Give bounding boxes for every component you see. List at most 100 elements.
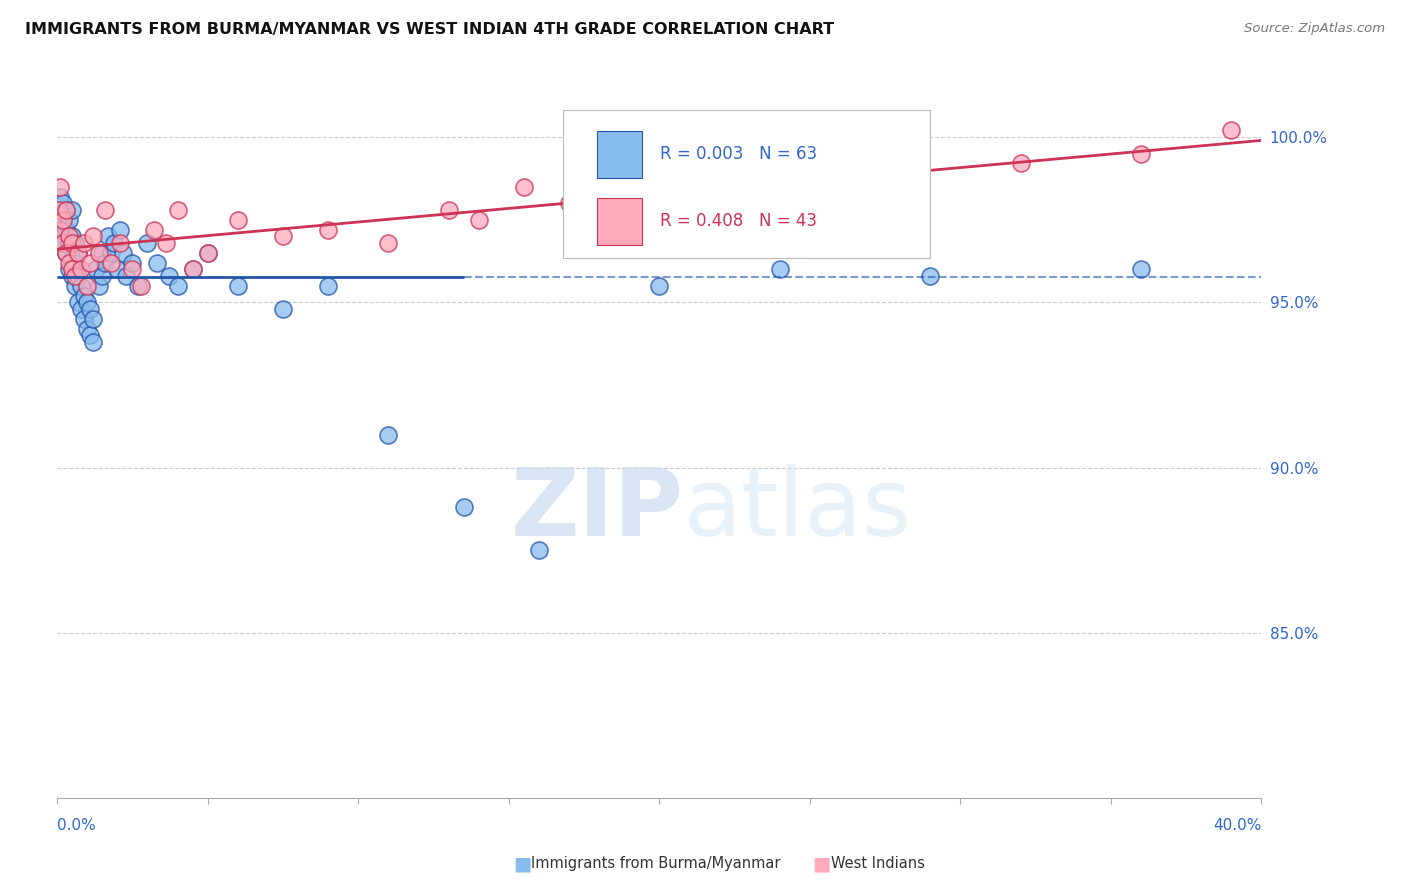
Point xyxy=(73,289,96,303)
Point xyxy=(769,179,792,194)
Point xyxy=(97,229,120,244)
Point xyxy=(58,212,80,227)
Point xyxy=(94,255,117,269)
Bar xyxy=(596,198,643,244)
Point xyxy=(52,212,75,227)
Point xyxy=(91,268,114,283)
Point xyxy=(889,163,911,178)
Point xyxy=(67,245,90,260)
Point xyxy=(131,278,153,293)
Point xyxy=(60,229,83,244)
Point xyxy=(49,222,72,236)
Point xyxy=(226,278,249,293)
Point xyxy=(55,245,77,260)
Point xyxy=(89,278,111,293)
Text: ■: ■ xyxy=(513,854,531,873)
Point xyxy=(48,222,70,236)
Point xyxy=(197,245,219,260)
Point xyxy=(82,334,104,349)
Point xyxy=(181,262,204,277)
Point xyxy=(67,245,90,260)
Text: R = 0.408   N = 43: R = 0.408 N = 43 xyxy=(661,212,817,230)
Point xyxy=(70,301,93,316)
Point xyxy=(58,262,80,277)
Point xyxy=(65,255,87,269)
Point xyxy=(316,222,339,236)
Text: ZIP: ZIP xyxy=(510,464,683,556)
Point xyxy=(49,202,72,217)
Text: 0.0%: 0.0% xyxy=(58,818,96,833)
Point xyxy=(316,278,339,293)
Point xyxy=(121,262,143,277)
Text: Source: ZipAtlas.com: Source: ZipAtlas.com xyxy=(1244,22,1385,36)
Point xyxy=(60,202,83,217)
Point xyxy=(467,212,489,227)
Point xyxy=(67,295,90,310)
Point xyxy=(65,268,87,283)
Point xyxy=(52,235,75,250)
Point xyxy=(60,262,83,277)
Point xyxy=(76,295,98,310)
Point xyxy=(513,179,536,194)
Text: 40.0%: 40.0% xyxy=(1213,818,1261,833)
Point xyxy=(1220,123,1243,137)
Point xyxy=(89,245,111,260)
Point xyxy=(181,262,204,277)
Point xyxy=(65,235,87,250)
Point xyxy=(527,543,550,558)
Point xyxy=(79,301,101,316)
Bar xyxy=(596,131,643,178)
Point xyxy=(115,268,138,283)
Point xyxy=(920,268,942,283)
Point xyxy=(48,202,70,217)
Point xyxy=(142,222,165,236)
Point xyxy=(166,202,188,217)
Point xyxy=(110,235,132,250)
Point xyxy=(648,278,671,293)
Point xyxy=(437,202,460,217)
Point xyxy=(226,212,249,227)
Point xyxy=(76,322,98,336)
Point xyxy=(49,179,72,194)
Point xyxy=(157,268,180,283)
Point xyxy=(558,196,581,211)
Point xyxy=(55,245,77,260)
Point xyxy=(65,278,87,293)
Point xyxy=(103,235,125,250)
Point xyxy=(145,255,167,269)
FancyBboxPatch shape xyxy=(562,110,931,258)
Point xyxy=(52,235,75,250)
Point xyxy=(73,312,96,326)
Point xyxy=(55,202,77,217)
Point xyxy=(100,245,122,260)
Point xyxy=(67,268,90,283)
Point xyxy=(1130,262,1153,277)
Point xyxy=(1010,156,1032,170)
Point xyxy=(1130,146,1153,161)
Point xyxy=(100,255,122,269)
Text: atlas: atlas xyxy=(683,464,911,556)
Point xyxy=(60,252,83,267)
Point xyxy=(136,235,159,250)
Point xyxy=(82,312,104,326)
Point xyxy=(110,222,132,236)
Point xyxy=(769,262,792,277)
Point xyxy=(79,255,101,269)
Point xyxy=(105,262,128,277)
Point xyxy=(271,301,294,316)
Point xyxy=(91,245,114,260)
Point xyxy=(52,212,75,227)
Point xyxy=(127,278,149,293)
Point xyxy=(82,229,104,244)
Text: West Indians: West Indians xyxy=(831,856,925,871)
Point xyxy=(49,189,72,203)
Point xyxy=(58,229,80,244)
Point xyxy=(648,189,671,203)
Point xyxy=(79,328,101,343)
Point xyxy=(377,235,399,250)
Point xyxy=(73,235,96,250)
Point xyxy=(58,255,80,269)
Point xyxy=(197,245,219,260)
Text: IMMIGRANTS FROM BURMA/MYANMAR VS WEST INDIAN 4TH GRADE CORRELATION CHART: IMMIGRANTS FROM BURMA/MYANMAR VS WEST IN… xyxy=(25,22,834,37)
Text: R = 0.003   N = 63: R = 0.003 N = 63 xyxy=(661,145,818,163)
